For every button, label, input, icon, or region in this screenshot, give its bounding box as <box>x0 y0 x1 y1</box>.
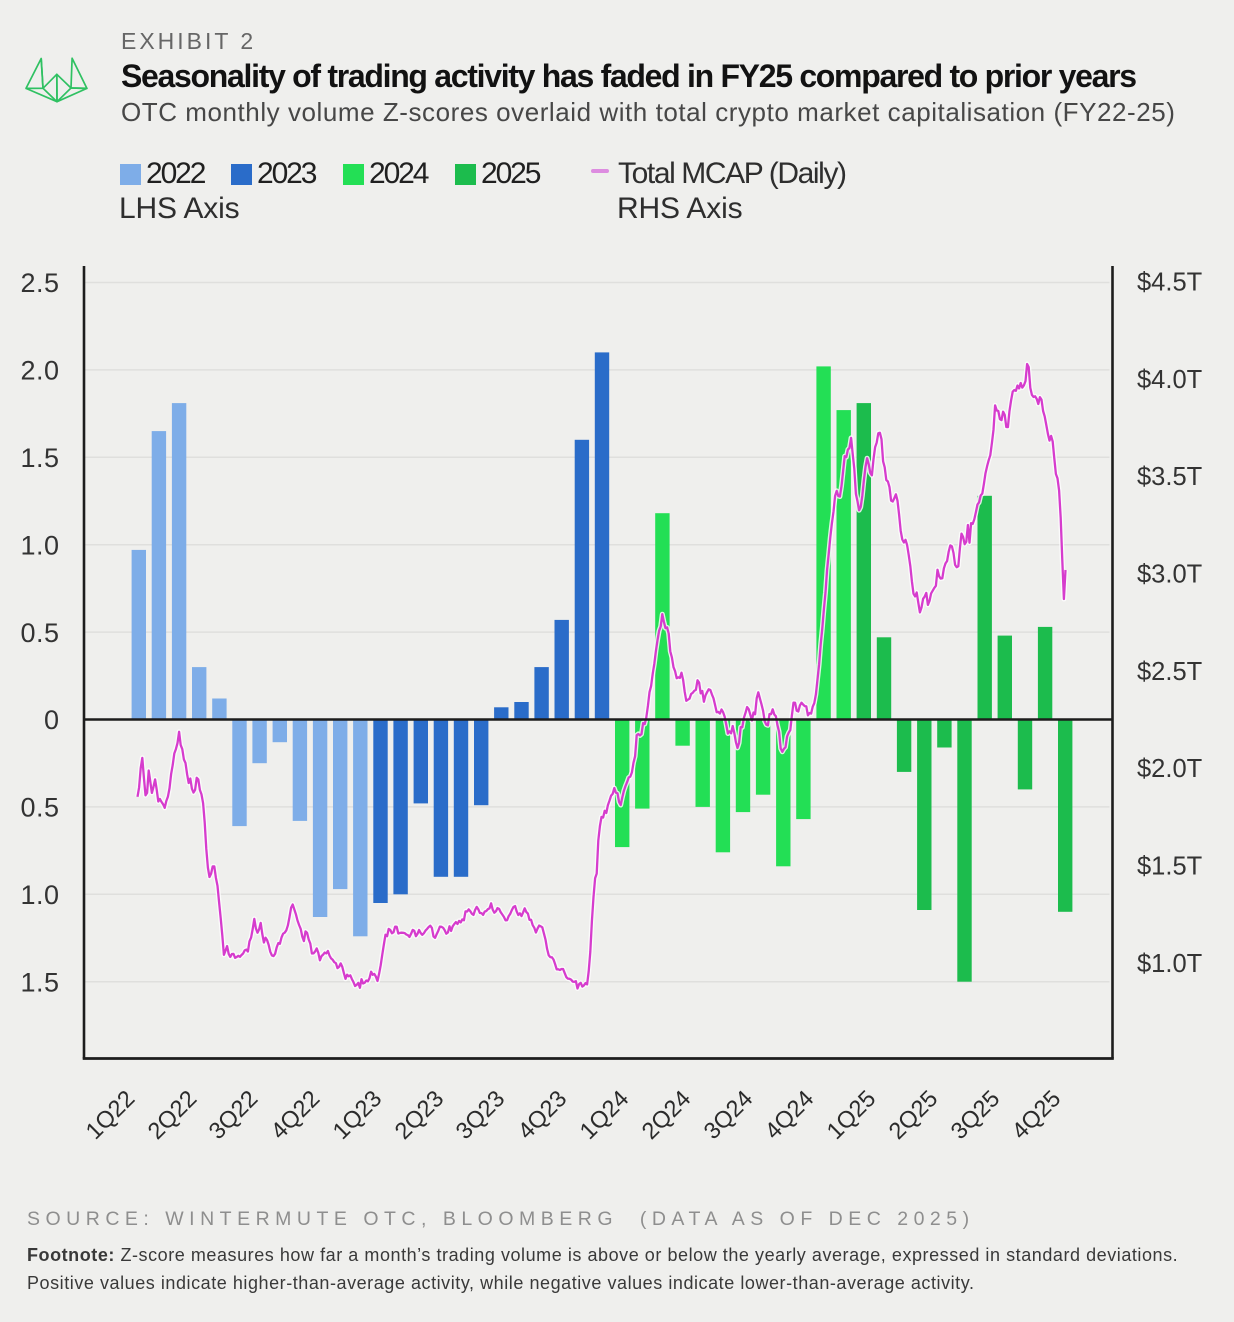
svg-text:$2.5T: $2.5T <box>1137 658 1202 686</box>
svg-text:1.0: 1.0 <box>20 880 59 910</box>
svg-text:1Q23: 1Q23 <box>327 1085 386 1144</box>
svg-text:2Q25: 2Q25 <box>883 1085 942 1144</box>
svg-text:3Q24: 3Q24 <box>698 1085 757 1144</box>
svg-text:2.5: 2.5 <box>20 268 59 298</box>
svg-text:0.5: 0.5 <box>20 793 59 823</box>
svg-text:$4.0T: $4.0T <box>1137 366 1202 394</box>
svg-text:0: 0 <box>44 705 60 735</box>
svg-text:4Q23: 4Q23 <box>512 1085 571 1144</box>
svg-text:$3.0T: $3.0T <box>1137 561 1202 589</box>
svg-text:$4.5T: $4.5T <box>1137 269 1202 297</box>
svg-text:2Q24: 2Q24 <box>636 1085 695 1144</box>
svg-text:1Q22: 1Q22 <box>80 1085 139 1144</box>
svg-text:1.0: 1.0 <box>20 530 59 560</box>
svg-text:4Q22: 4Q22 <box>265 1085 324 1144</box>
svg-text:3Q23: 3Q23 <box>450 1085 509 1144</box>
svg-text:2Q23: 2Q23 <box>389 1085 448 1144</box>
svg-text:$1.5T: $1.5T <box>1137 853 1202 881</box>
svg-text:1.5: 1.5 <box>20 443 59 473</box>
svg-text:2Q22: 2Q22 <box>142 1085 201 1144</box>
svg-text:3Q22: 3Q22 <box>203 1085 262 1144</box>
svg-text:$2.0T: $2.0T <box>1137 755 1202 783</box>
svg-text:4Q25: 4Q25 <box>1006 1085 1065 1144</box>
svg-text:1Q24: 1Q24 <box>574 1085 633 1144</box>
svg-text:0.5: 0.5 <box>20 618 59 648</box>
svg-text:$3.5T: $3.5T <box>1137 463 1202 491</box>
svg-text:1Q25: 1Q25 <box>821 1085 880 1144</box>
svg-text:$1.0T: $1.0T <box>1137 950 1202 978</box>
svg-text:1.5: 1.5 <box>20 967 59 997</box>
svg-text:2.0: 2.0 <box>20 356 59 386</box>
svg-text:3Q25: 3Q25 <box>945 1085 1004 1144</box>
svg-text:4Q24: 4Q24 <box>759 1085 818 1144</box>
